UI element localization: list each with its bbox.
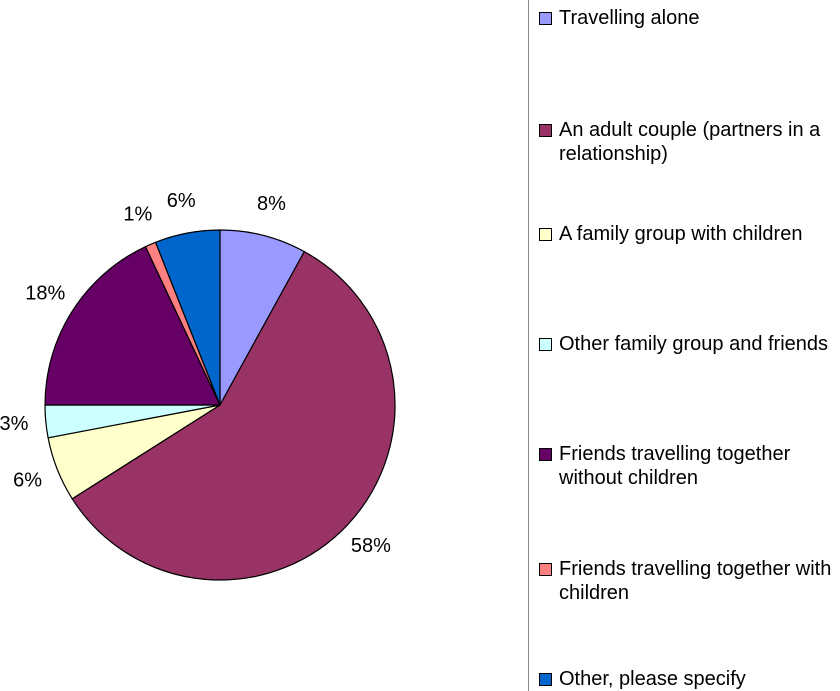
data-label: 58% xyxy=(351,535,391,557)
pie-slice xyxy=(154,229,221,406)
legend-swatch xyxy=(539,338,552,351)
legend-item: An adult couple (partners in a relations… xyxy=(539,118,840,166)
data-label: 8% xyxy=(257,193,286,215)
pie-slice xyxy=(44,245,221,406)
data-label: 3% xyxy=(0,413,29,435)
legend-label: Friends travelling together without chil… xyxy=(559,443,791,489)
chart: 8% 58% 6% 3% 18% 1% 6% xyxy=(0,190,396,581)
legend-label: A family group with children xyxy=(559,223,803,245)
legend-swatch xyxy=(539,228,552,241)
legend-item: Other, please specify xyxy=(539,667,840,691)
legend-item: Friends travelling together without chil… xyxy=(539,442,840,490)
legend-item: Other family group and friends xyxy=(539,332,840,356)
legend: Travelling alone An adult couple (partner… xyxy=(528,0,840,691)
legend-label: An adult couple (partners in a relations… xyxy=(559,119,821,165)
legend-swatch xyxy=(539,124,552,137)
legend-label: Friends travelling together with childre… xyxy=(559,558,832,604)
legend-swatch xyxy=(539,12,552,25)
data-label: 1% xyxy=(123,203,152,225)
legend-item: Travelling alone xyxy=(539,6,840,30)
legend-swatch xyxy=(539,563,552,576)
legend-swatch xyxy=(539,673,552,686)
data-label: 6% xyxy=(13,469,42,491)
legend-label: Travelling alone xyxy=(559,7,700,29)
legend-swatch xyxy=(539,448,552,461)
legend-item: Friends travelling together with childre… xyxy=(539,557,840,605)
legend-label: Other, please specify xyxy=(559,668,746,690)
data-label: 6% xyxy=(167,190,196,212)
legend-item: A family group with children xyxy=(539,222,840,246)
pie-slice xyxy=(71,250,396,581)
data-label: 18% xyxy=(25,282,65,304)
legend-label: Other family group and friends xyxy=(559,333,829,355)
